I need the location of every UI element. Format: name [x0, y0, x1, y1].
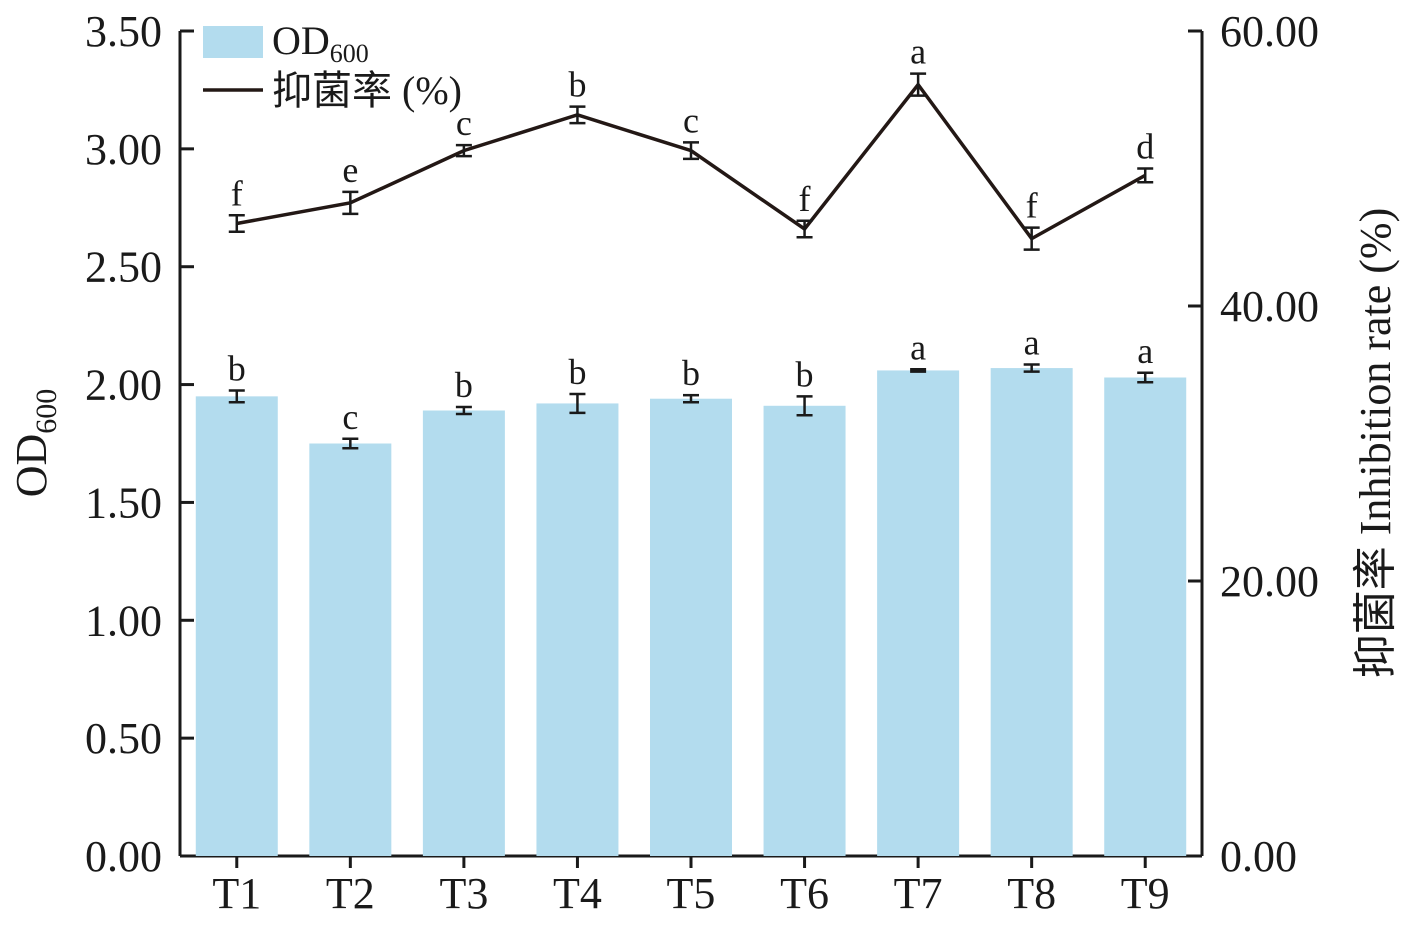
- left-tick-label: 2.50: [85, 243, 162, 292]
- bar-T5: [650, 398, 732, 856]
- legend-bar-swatch: [203, 26, 263, 58]
- left-tick-label: 1.00: [85, 596, 162, 645]
- legend-bar-label-main: OD: [272, 18, 330, 63]
- left-tick-label: 0.00: [85, 832, 162, 881]
- bar-T9: [1104, 377, 1187, 856]
- x-tick-label-T6: T6: [780, 869, 829, 918]
- bar-error-bars: [228, 363, 1154, 450]
- bar-series-od600: [195, 368, 1187, 856]
- bar-error-T3: [455, 405, 472, 416]
- line-error-T2: [342, 190, 359, 216]
- bar-sig-label-T9: a: [1137, 331, 1153, 371]
- line-error-T9: [1137, 167, 1154, 184]
- bar-error-T4: [569, 392, 586, 415]
- legend: OD600 抑菌率 (%): [203, 18, 462, 113]
- line-error-T4: [569, 105, 586, 125]
- left-axis-ticks: 0.00 0.50 1.00 1.50 2.00 2.50 3.00 3.50: [85, 7, 194, 881]
- line-error-T1: [228, 214, 245, 233]
- bar-error-T5: [683, 393, 699, 404]
- line-sig-label-T9: d: [1136, 127, 1154, 167]
- right-tick-label: 0.00: [1220, 832, 1297, 881]
- bar-T4: [536, 403, 619, 856]
- bar-sig-label-T6: b: [796, 354, 814, 394]
- x-tick-label-T3: T3: [439, 869, 488, 918]
- line-error-T6: [796, 219, 813, 239]
- left-tick-label: 2.00: [85, 361, 162, 410]
- line-error-T7: [910, 72, 927, 97]
- bar-T1: [195, 396, 278, 856]
- bar-sig-label-T3: b: [455, 365, 473, 405]
- bar-T6: [763, 405, 846, 856]
- bar-sig-label-T7: a: [910, 327, 926, 367]
- left-tick-label: 1.50: [85, 478, 162, 527]
- left-axis-title-main: OD: [7, 434, 56, 498]
- line-sig-label-T4: b: [568, 65, 586, 105]
- line-sig-label-T2: e: [342, 150, 358, 190]
- x-tick-label-T4: T4: [553, 869, 602, 918]
- x-tick-label-T1: T1: [212, 869, 261, 918]
- bar-sig-label-T5: b: [682, 353, 700, 393]
- line-sig-label-T7: a: [910, 32, 926, 72]
- bar-sig-label-T2: c: [342, 397, 358, 437]
- bar-T8: [990, 368, 1073, 856]
- x-tick-label-T2: T2: [326, 869, 375, 918]
- line-sig-label-T8: f: [1026, 186, 1038, 226]
- x-tick-label-T9: T9: [1121, 869, 1170, 918]
- right-tick-label: 40.00: [1220, 282, 1319, 331]
- bar-error-T8: [1023, 363, 1040, 373]
- bar-sig-label-T4: b: [568, 352, 586, 392]
- bar-T7: [877, 370, 960, 856]
- x-tick-label-T8: T8: [1007, 869, 1056, 918]
- x-axis-ticks: T1 T2 T3 T4 T5 T6 T7 T8 T9: [212, 856, 1170, 918]
- x-tick-label-T7: T7: [894, 869, 943, 918]
- bar-significance-labels: b c b b b b a a a: [228, 323, 1153, 437]
- right-tick-label: 20.00: [1220, 557, 1319, 606]
- right-axis-ticks: 0.00 20.00 40.00 60.00: [1188, 7, 1319, 881]
- right-axis-title: 抑菌率 Inhibition rate (%): [1351, 208, 1400, 678]
- left-tick-label: 3.00: [85, 125, 162, 174]
- line-sig-label-T5: c: [683, 100, 699, 140]
- left-axis-title: OD600: [7, 389, 63, 498]
- bar-T3: [422, 410, 505, 856]
- bar-error-T7: [910, 368, 927, 373]
- bar-error-T1: [228, 389, 245, 404]
- bar-sig-label-T8: a: [1024, 323, 1040, 363]
- line-error-bars: [228, 72, 1154, 251]
- line-error-T5: [683, 141, 699, 161]
- bar-error-T6: [796, 395, 813, 417]
- legend-bar-label-sub: 600: [330, 39, 369, 68]
- legend-line-label: 抑菌率 (%): [272, 68, 462, 113]
- x-tick-label-T5: T5: [667, 869, 716, 918]
- line-error-T8: [1023, 226, 1040, 251]
- right-tick-label: 60.00: [1220, 7, 1319, 56]
- line-sig-label-T6: f: [799, 179, 811, 219]
- left-tick-label: 0.50: [85, 714, 162, 763]
- line-sig-label-T3: c: [456, 103, 472, 143]
- left-axis-title-sub: 600: [30, 389, 63, 434]
- legend-bar-label: OD600: [272, 18, 369, 68]
- bar-error-T9: [1137, 371, 1154, 384]
- bar-sig-label-T1: b: [228, 348, 246, 388]
- bar-error-T2: [342, 437, 359, 450]
- bar-T2: [309, 443, 392, 856]
- line-error-T3: [455, 143, 472, 158]
- line-significance-labels: f e c b c f a f d: [231, 32, 1154, 226]
- line-sig-label-T1: f: [231, 173, 243, 213]
- left-tick-label: 3.50: [85, 7, 162, 56]
